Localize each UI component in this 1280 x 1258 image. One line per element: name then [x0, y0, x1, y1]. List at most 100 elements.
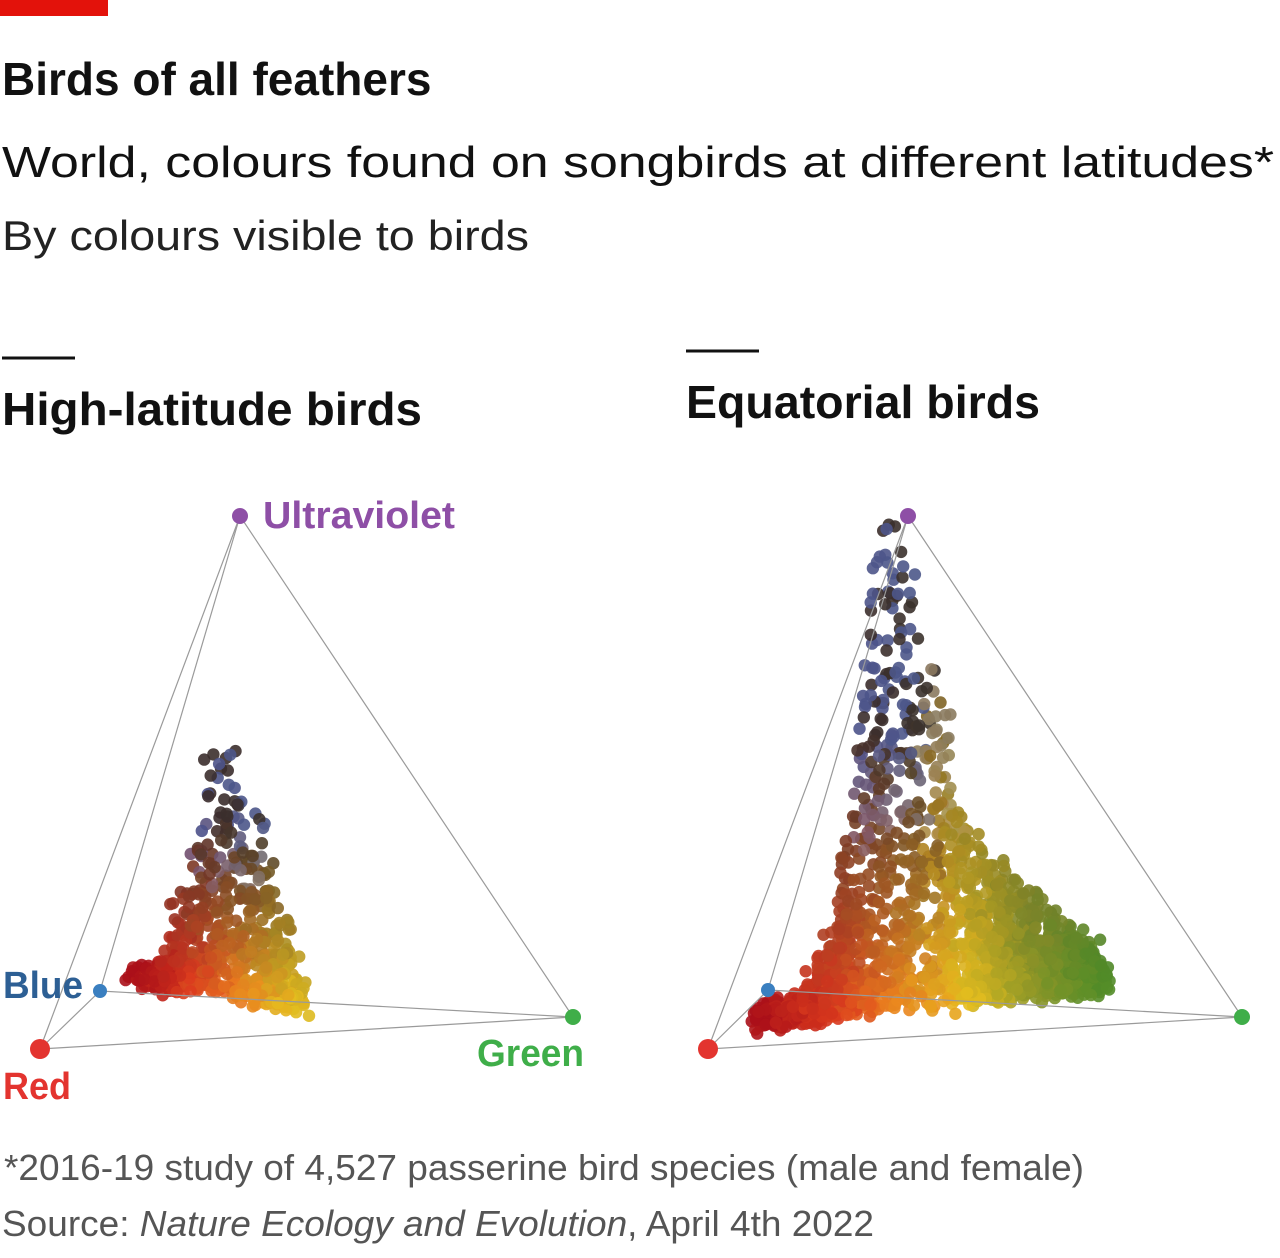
bird-dot [224, 826, 238, 839]
bird-dot [839, 953, 852, 967]
bird-dot [880, 644, 893, 657]
bird-dot [260, 891, 273, 905]
bird-dot [857, 844, 871, 857]
bird-dot [945, 828, 958, 841]
bird-dot [944, 781, 957, 795]
bird-dot [236, 846, 250, 859]
bird-dot [904, 747, 918, 760]
bird-dot [186, 946, 199, 959]
bird-dot [868, 914, 881, 927]
bird-dot [892, 918, 905, 932]
bird-dot [905, 974, 918, 987]
bird-dot [786, 1000, 799, 1014]
bird-dot [262, 865, 275, 879]
bird-dot [796, 994, 809, 1008]
bird-dot [119, 973, 132, 987]
bird-dot [903, 962, 917, 975]
bird-dot [902, 941, 915, 954]
bird-dot [759, 1018, 772, 1031]
bird-dot [801, 980, 814, 993]
bird-dot [937, 994, 950, 1008]
bird-dot [876, 924, 889, 937]
bird-dot [891, 994, 904, 1007]
bird-dot [842, 926, 855, 939]
bird-dot [271, 997, 285, 1010]
bird-dot [961, 986, 974, 1000]
bird-dot [906, 838, 919, 851]
bird-dot [962, 871, 975, 885]
bird-dot [168, 913, 181, 926]
bird-dot [943, 915, 956, 928]
bird-dot [818, 986, 831, 999]
bird-dot [907, 672, 921, 685]
bird-dot [204, 769, 217, 782]
bird-dot [904, 766, 918, 780]
bird-dot [897, 560, 910, 573]
bird-dot [1023, 934, 1036, 948]
bird-dot [991, 988, 1004, 1001]
bird-dot [954, 950, 967, 964]
vertex-label: Ultraviolet [263, 495, 455, 537]
bird-dot [863, 1010, 876, 1023]
bird-dot [865, 678, 878, 691]
bird-dot [989, 945, 1002, 958]
bird-dot [925, 987, 938, 1001]
bird-dot [214, 851, 227, 864]
vertex-dot [565, 1009, 581, 1025]
bird-dot [922, 712, 936, 726]
vertex-label: Green [477, 1033, 584, 1075]
bird-dot [749, 1023, 762, 1036]
bird-dot [941, 855, 954, 868]
bird-dot [204, 951, 218, 964]
bird-dot [1032, 934, 1045, 948]
tetra-edge [767, 989, 1243, 1018]
bird-dot [1077, 923, 1090, 936]
bird-dot [859, 697, 872, 711]
bird-dot [154, 955, 167, 968]
bird-dot [217, 980, 231, 993]
bird-dot [223, 936, 236, 950]
bird-dot [774, 1005, 788, 1018]
bird-dot [806, 1002, 819, 1015]
bird-dot [230, 966, 244, 979]
bird-dot [832, 923, 845, 936]
bird-dot [167, 955, 181, 968]
bird-dot [886, 727, 899, 740]
bird-dot [886, 686, 900, 699]
bird-dot [769, 1016, 783, 1029]
bird-dot [208, 861, 221, 874]
bird-dot [890, 826, 903, 839]
bird-dot [752, 1005, 765, 1019]
bird-dot [231, 798, 244, 811]
bird-dot [302, 1009, 316, 1022]
source-title: Nature Ecology and Evolution [140, 1203, 627, 1244]
bird-dot [194, 848, 208, 861]
bird-dot [945, 809, 959, 822]
bird-dot [866, 587, 880, 600]
bird-dot [825, 1007, 839, 1020]
bird-dot [893, 764, 906, 777]
bird-dot [244, 904, 257, 917]
tetra-edge [707, 989, 769, 1050]
bird-dot [944, 708, 957, 721]
bird-dot [936, 751, 950, 764]
source: Source: Nature Ecology and Evolution, Ap… [2, 1203, 874, 1244]
bird-dot [892, 953, 906, 967]
bird-dot [889, 906, 903, 920]
bird-dot [924, 749, 937, 762]
bird-dot [985, 930, 999, 943]
panel-title: High-latitude birds [2, 383, 422, 435]
bird-dot [878, 877, 891, 890]
bird-dot [282, 988, 295, 1002]
bird-dot [924, 1000, 937, 1013]
bird-dot [863, 831, 876, 844]
bird-dot [1037, 967, 1051, 980]
bird-dot [271, 970, 284, 984]
bird-dot [920, 681, 933, 695]
bird-dot [858, 813, 871, 826]
bird-dot [847, 969, 860, 983]
bird-dot [874, 960, 888, 973]
bird-dot [929, 844, 942, 857]
bird-dot [892, 873, 905, 886]
bird-dot [900, 648, 913, 661]
